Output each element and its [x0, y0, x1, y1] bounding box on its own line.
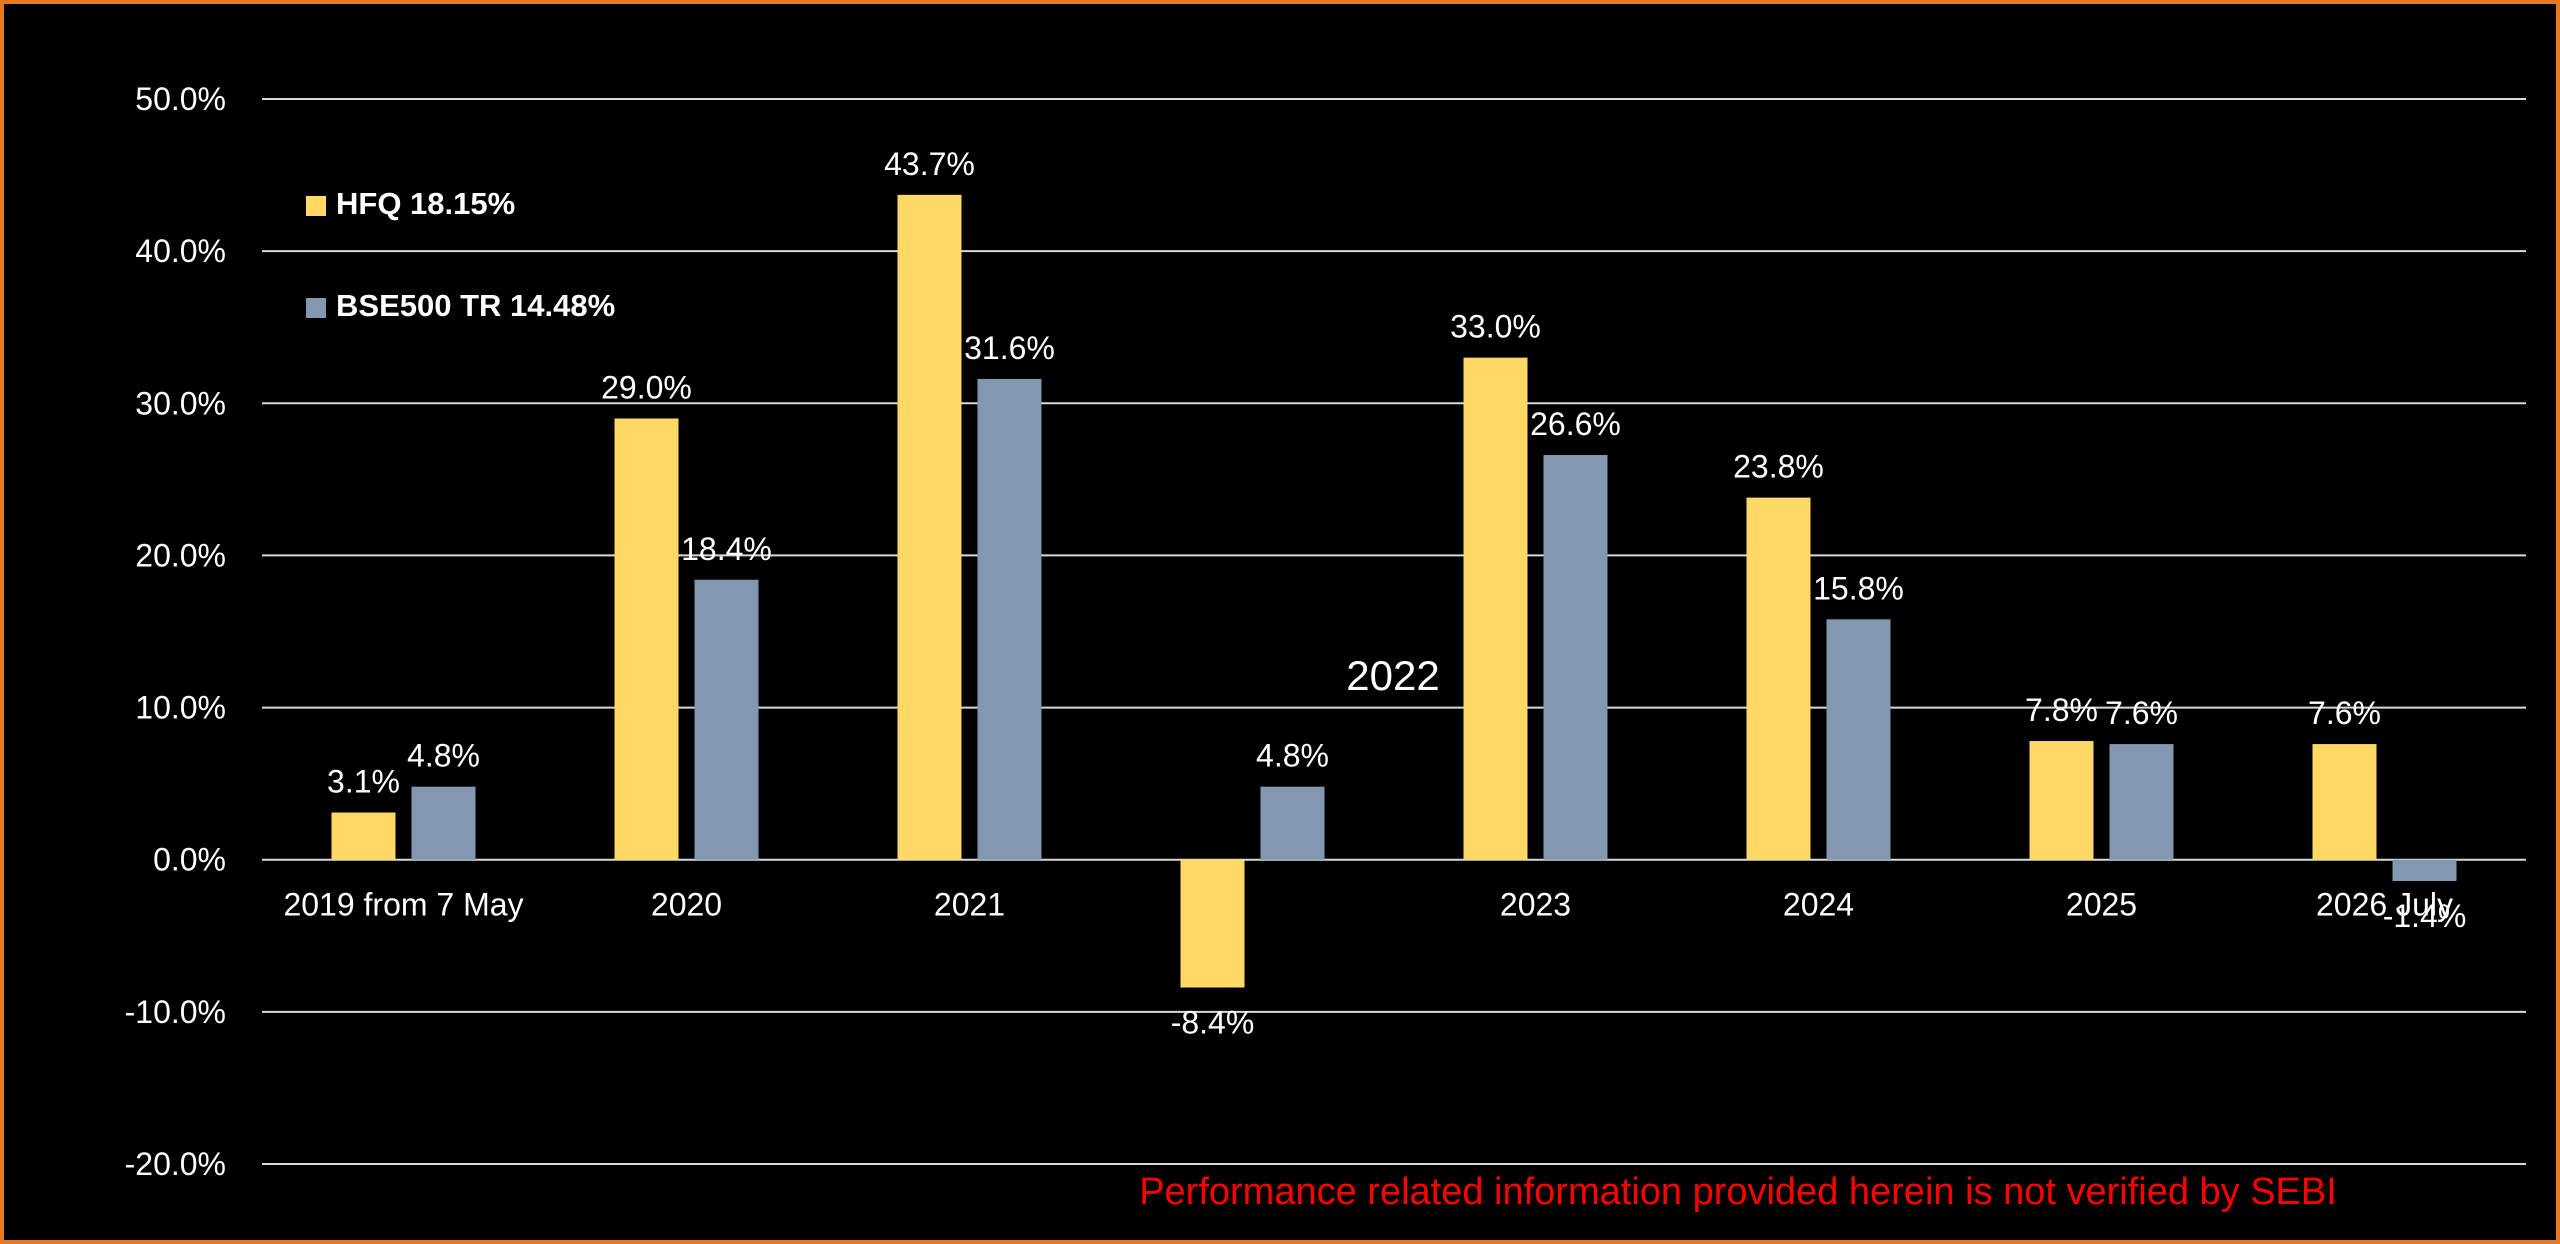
data-label: 31.6% [964, 330, 1055, 366]
bar-bse500 [411, 786, 476, 860]
data-label: 23.8% [1733, 449, 1824, 485]
data-label: 26.6% [1530, 406, 1621, 442]
sebi-disclaimer: Performance related information provided… [1139, 1171, 2337, 1213]
bar-hfq [1746, 497, 1811, 860]
bar-bse500 [2109, 744, 2174, 860]
bar-hfq [1180, 859, 1245, 988]
bar-hfq [897, 194, 962, 860]
data-label: 33.0% [1450, 309, 1541, 345]
bar-hfq [1463, 357, 1528, 860]
bar-hfq [331, 812, 396, 860]
x-category-label: 2021 [934, 887, 1005, 923]
x-category-label: 2024 [1783, 887, 1854, 923]
x-category-label: 2020 [651, 887, 722, 923]
legend-swatch-hfq [306, 196, 326, 216]
data-label: 7.6% [2308, 695, 2381, 731]
data-label: -1.4% [2383, 898, 2467, 934]
bar-bse500 [977, 378, 1042, 860]
bar-hfq [2029, 741, 2094, 860]
y-tick-label: 50.0% [135, 81, 226, 117]
data-label: -8.4% [1171, 1005, 1255, 1041]
data-label: 7.6% [2105, 695, 2178, 731]
y-tick-label: -10.0% [125, 994, 226, 1030]
data-label: 29.0% [601, 370, 692, 406]
bar-hfq [2312, 744, 2377, 860]
data-label: 18.4% [681, 531, 772, 567]
bar-chart: -20.0% -10.0% 0.0% 10.0% 20.0% 30.0% 40.0% 50.0… [125, 81, 2526, 1213]
legend-label-hfq: HFQ 18.15% [336, 186, 515, 221]
bar-bse500 [1543, 455, 1608, 860]
x-category-label: 2026 July [2316, 887, 2453, 923]
bar-bse500 [694, 579, 759, 860]
y-tick-label: 40.0% [135, 233, 226, 269]
data-label: 43.7% [884, 146, 975, 182]
legend: HFQ 18.15% BSE500 TR 14.48% [306, 186, 615, 323]
bar-bse500 [1260, 786, 1325, 860]
y-tick-label: -20.0% [125, 1146, 226, 1182]
y-tick-label: 20.0% [135, 537, 226, 573]
y-tick-label: 30.0% [135, 385, 226, 421]
data-label: 3.1% [327, 764, 400, 800]
legend-swatch-bse500 [306, 298, 326, 318]
x-category-label: 2023 [1500, 887, 1571, 923]
y-tick-label: 0.0% [153, 842, 226, 878]
data-label: 7.8% [2025, 692, 2098, 728]
data-label: 4.8% [1256, 738, 1329, 774]
x-category-label: 2025 [2066, 887, 2137, 923]
bar-bse500 [2392, 859, 2457, 882]
legend-label-bse500: BSE500 TR 14.48% [336, 288, 615, 323]
year-2022-annotation: 2022 [1346, 652, 1439, 699]
data-label: 4.8% [407, 738, 480, 774]
x-category-label: 2019 from 7 May [283, 887, 523, 923]
y-tick-label: 10.0% [135, 690, 226, 726]
data-label: 15.8% [1813, 570, 1904, 606]
bar-hfq [614, 418, 679, 860]
bar-bse500 [1826, 619, 1891, 860]
